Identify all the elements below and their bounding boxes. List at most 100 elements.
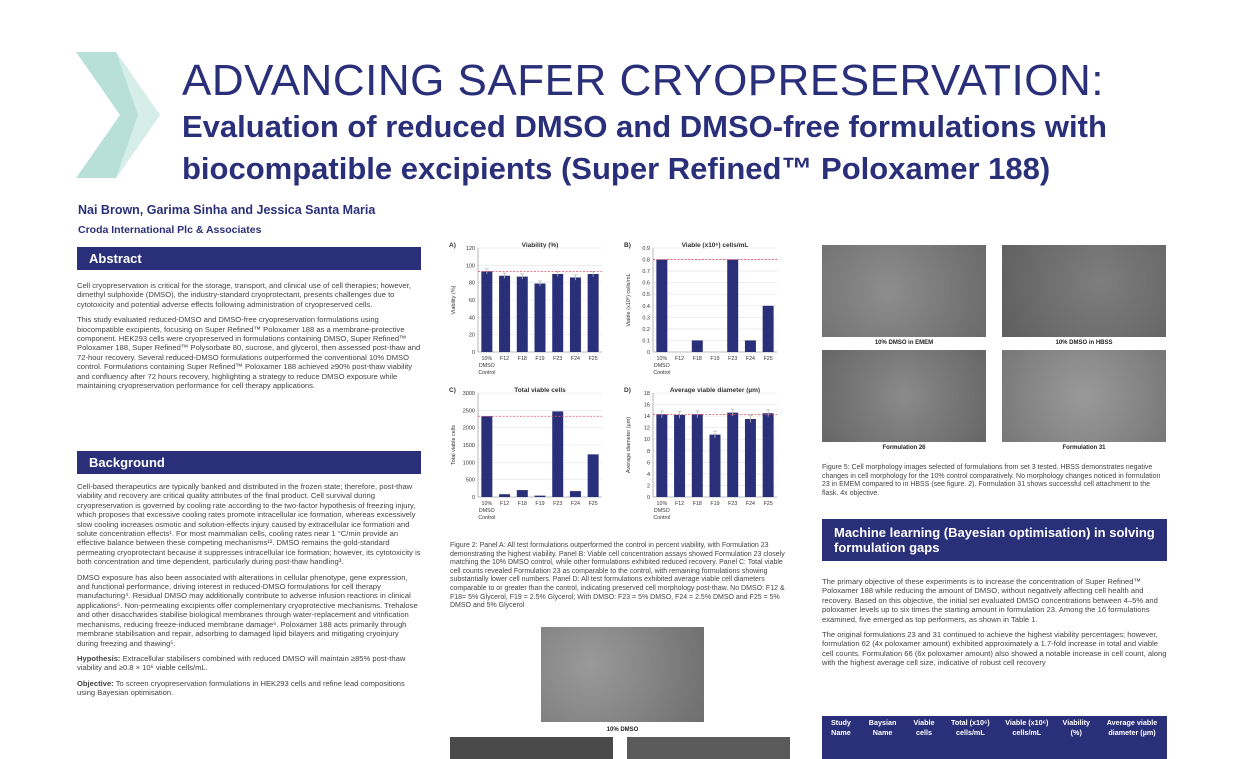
y-tick-label: 0.9 <box>642 246 650 252</box>
abstract-body: Cell cryopreservation is critical for th… <box>77 281 421 396</box>
x-tick-label: F18 <box>518 501 527 507</box>
x-tick-label: DMSO <box>479 363 495 369</box>
x-tick-label: F24 <box>746 356 755 362</box>
bar <box>656 414 668 497</box>
micrograph-image <box>822 245 986 337</box>
x-tick-label: F19 <box>710 501 719 507</box>
y-tick-label: 2000 <box>463 426 475 432</box>
hypothesis-label: Hypothesis: <box>77 653 121 663</box>
objective-label: Objective: <box>77 678 114 688</box>
abstract-paragraph: This study evaluated reduced-DMSO and DM… <box>77 315 421 391</box>
x-tick-label: F12 <box>675 501 684 507</box>
bar <box>534 283 546 352</box>
bar <box>656 259 668 352</box>
x-tick-label: F12 <box>675 356 684 362</box>
micrograph-label: 10% DMSO in HBSS <box>1055 340 1113 346</box>
y-tick-label: 0.6 <box>642 281 650 287</box>
micrograph-image <box>541 627 704 722</box>
bar <box>481 271 493 352</box>
x-tick-label: F23 <box>728 501 737 507</box>
bar <box>534 495 546 497</box>
y-tick-label: 0 <box>647 350 650 356</box>
y-tick-label: 40 <box>469 315 475 321</box>
objective-value: To screen cryopreservation formulations … <box>77 678 405 698</box>
micrograph-image <box>822 350 986 442</box>
bar <box>481 416 493 497</box>
panel-label: A) <box>449 242 456 249</box>
poster-title: ADVANCING SAFER CRYOPRESERVATION: <box>182 56 1104 105</box>
table-header-cell: Viable cells <box>905 716 943 739</box>
y-tick-label: 1000 <box>463 460 475 466</box>
x-tick-label: F19 <box>535 356 544 362</box>
chevron-accent-icon <box>76 52 160 178</box>
poster-subtitle: Evaluation of reduced DMSO and DMSO-free… <box>182 109 1107 186</box>
figure-5-caption: Figure 5: Cell morphology images selecte… <box>822 464 1161 497</box>
ml-paragraph: The primary objective of these experimen… <box>822 577 1158 624</box>
y-tick-label: 100 <box>466 263 475 269</box>
background-heading: Background <box>77 451 421 474</box>
hypothesis-text: Hypothesis: Extracellular stabilisers co… <box>77 654 421 673</box>
x-tick-label: Control <box>653 370 670 376</box>
y-tick-label: 0.7 <box>642 269 650 275</box>
y-tick-label: 8 <box>647 449 650 455</box>
y-tick-label: 0 <box>472 350 475 356</box>
bar <box>499 494 511 497</box>
panel-label: C) <box>449 387 456 394</box>
objective-text: Objective: To screen cryopreservation fo… <box>77 679 421 698</box>
y-tick-label: 0.1 <box>642 338 650 344</box>
abstract-heading: Abstract <box>77 247 421 270</box>
x-tick-label: F25 <box>764 356 773 362</box>
x-tick-label: DMSO <box>654 508 670 514</box>
y-tick-label: 16 <box>644 403 650 409</box>
x-tick-label: 10% <box>657 356 668 362</box>
y-tick-label: 500 <box>466 478 475 484</box>
x-tick-label: F25 <box>589 356 598 362</box>
x-tick-label: F19 <box>535 501 544 507</box>
bar <box>587 454 599 497</box>
bar <box>516 490 528 497</box>
x-tick-label: F19 <box>710 356 719 362</box>
micrograph-image <box>450 737 613 759</box>
y-tick-label: 10 <box>644 437 650 443</box>
bar <box>762 413 774 497</box>
table-header-row: Study Name Baysian Name Viable cells Tot… <box>822 716 1167 739</box>
affiliation: Croda International Plc & Associates <box>78 224 262 236</box>
background-paragraph: Cell-based therapeutics are typically ba… <box>77 482 421 567</box>
table-header-cell: Baysian Name <box>859 716 906 739</box>
chart-title: Average viable diameter (µm) <box>670 387 760 394</box>
y-tick-label: 2 <box>647 483 650 489</box>
y-axis-label: Average diameter (µm) <box>626 417 632 473</box>
figure-2-caption: Figure 2: Panel A: All test formulations… <box>450 542 785 610</box>
bar <box>499 275 511 352</box>
x-tick-label: F25 <box>589 501 598 507</box>
micrograph-label: Formulation 26 <box>882 445 926 451</box>
figure-2-charts: A) Viability (%)Viability (%)020406080100… <box>449 242 777 521</box>
x-tick-label: F25 <box>764 501 773 507</box>
x-tick-label: F18 <box>693 356 702 362</box>
y-tick-label: 20 <box>469 333 475 339</box>
bar <box>727 412 739 497</box>
x-tick-label: F23 <box>728 356 737 362</box>
micrograph-image <box>627 737 790 759</box>
abstract-paragraph: Cell cryopreservation is critical for th… <box>77 281 411 309</box>
chart-title: Viable (x10⁶) cells/mL <box>682 242 749 249</box>
micrograph-label: Formulation 31 <box>1062 445 1106 451</box>
bar <box>691 414 703 497</box>
x-tick-label: DMSO <box>654 363 670 369</box>
background-paragraph: DMSO exposure has also been associated w… <box>77 572 418 648</box>
x-tick-label: F18 <box>518 356 527 362</box>
y-axis-label: Total viable cells <box>451 425 457 465</box>
y-tick-label: 0.2 <box>642 327 650 333</box>
x-tick-label: 10% <box>482 356 493 362</box>
table-header-cell: Viability (%) <box>1055 716 1097 739</box>
x-tick-label: Control <box>478 515 495 521</box>
bar <box>552 411 564 497</box>
bar <box>744 340 756 352</box>
x-tick-label: F24 <box>746 501 755 507</box>
background-body: Cell-based therapeutics are typically ba… <box>77 482 421 704</box>
y-tick-label: 0 <box>472 495 475 501</box>
y-tick-label: 0.3 <box>642 315 650 321</box>
ml-paragraph: The original formulations 23 and 31 cont… <box>822 630 1167 668</box>
y-tick-label: 120 <box>466 246 475 252</box>
ml-heading: Machine learning (Bayesian optimisation)… <box>822 519 1167 561</box>
